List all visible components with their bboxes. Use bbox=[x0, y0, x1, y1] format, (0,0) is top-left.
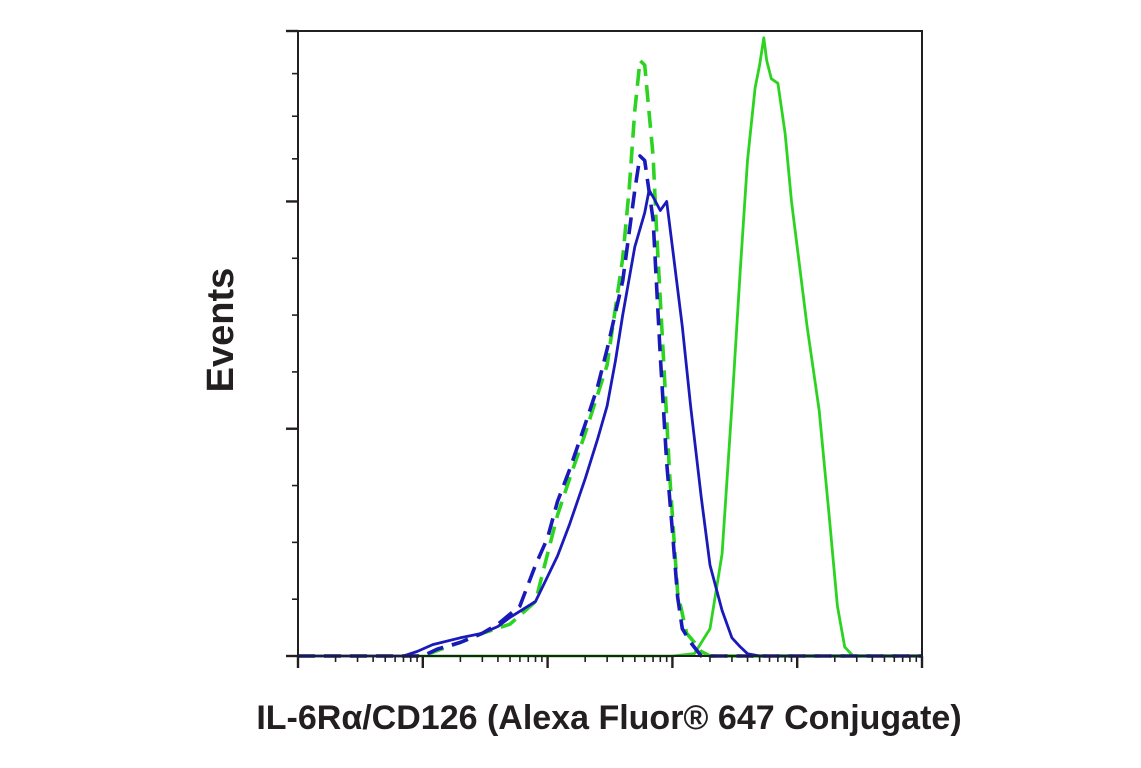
series-line-3 bbox=[298, 156, 922, 656]
series-line-1 bbox=[298, 38, 922, 656]
axes bbox=[286, 31, 922, 668]
plot-area bbox=[298, 38, 922, 656]
y-axis-title: Events bbox=[200, 268, 242, 393]
x-axis-title: IL-6Rα/CD126 (Alexa Fluor® 647 Conjugate… bbox=[256, 699, 961, 737]
series-line-2 bbox=[298, 61, 922, 657]
series-line-4 bbox=[298, 190, 922, 656]
